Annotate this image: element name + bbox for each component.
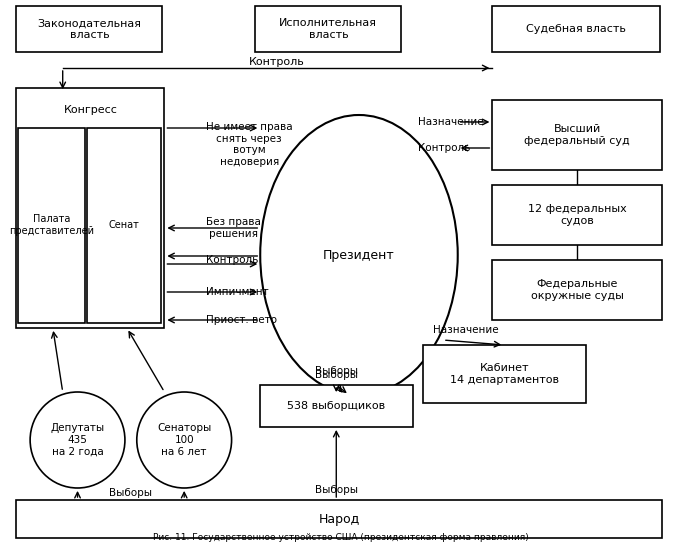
Text: Выборы: Выборы [315, 370, 358, 380]
Text: Судебная власть: Судебная власть [526, 24, 626, 34]
Text: Контроль: Контроль [249, 57, 305, 67]
Bar [492, 6, 660, 52]
Text: Исполнительная
власть: Исполнительная власть [279, 18, 377, 40]
Text: Палата
представителей: Палата представителей [9, 214, 94, 236]
Text: Сенат: Сенат [109, 220, 139, 230]
Text: Законодательная
власть: Законодательная власть [37, 18, 141, 40]
Text: Народ: Народ [319, 513, 360, 525]
Text: Назначение: Назначение [433, 325, 499, 335]
Text: Сенаторы
100
на 6 лет: Сенаторы 100 на 6 лет [157, 423, 211, 456]
Bar [16, 88, 165, 328]
Text: Выборы: Выборы [315, 485, 358, 495]
Text: Депутаты
435
на 2 года: Депутаты 435 на 2 года [51, 423, 105, 456]
Text: Контроль: Контроль [206, 255, 259, 265]
Text: Рис. 11. Государственное устройство США (президентская форма правления): Рис. 11. Государственное устройство США … [153, 533, 529, 542]
Bar [261, 385, 413, 427]
Bar [255, 6, 402, 52]
Bar [16, 6, 163, 52]
Text: Выборы: Выборы [109, 488, 153, 498]
Text: Президент: Президент [323, 248, 395, 262]
Text: Кабинет
14 департаментов: Кабинет 14 департаментов [450, 363, 559, 385]
Text: Не имеет права
снять через
вотум
недоверия: Не имеет права снять через вотум недовер… [206, 122, 292, 167]
Text: Контроль: Контроль [418, 143, 470, 153]
Ellipse shape [261, 115, 458, 395]
Bar [492, 185, 662, 245]
Text: 12 федеральных
судов: 12 федеральных судов [528, 204, 626, 226]
Text: Приост. вето: Приост. вето [206, 315, 277, 325]
Text: Федеральные
окружные суды: Федеральные окружные суды [531, 279, 624, 301]
Circle shape [30, 392, 125, 488]
Bar [18, 128, 86, 323]
Text: 538 выборщиков: 538 выборщиков [287, 401, 385, 411]
Circle shape [137, 392, 232, 488]
Bar [492, 260, 662, 320]
Text: Конгресс: Конгресс [63, 105, 117, 115]
Bar [492, 100, 662, 170]
Text: Высший
федеральный суд: Высший федеральный суд [524, 124, 630, 146]
Text: Импичмент: Импичмент [206, 287, 269, 297]
Text: Без права
решения: Без права решения [206, 217, 261, 239]
Bar [423, 345, 586, 403]
Bar [87, 128, 161, 323]
Text: Выборы: Выборы [315, 366, 358, 376]
Bar [16, 500, 662, 538]
Text: Назначение: Назначение [418, 117, 484, 127]
